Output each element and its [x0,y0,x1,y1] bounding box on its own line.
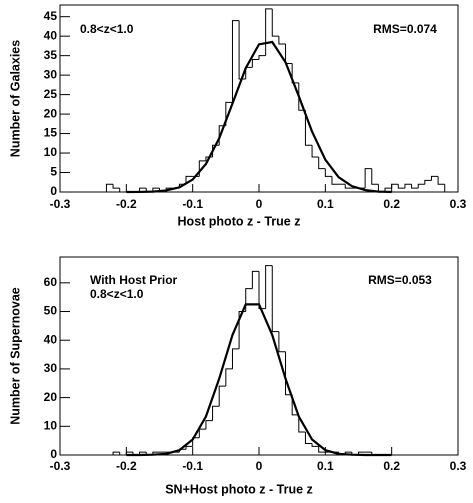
histogram-bin [271,8,279,37]
x-tick-label: 0.3 [450,459,467,473]
x-tick-label: 0 [256,459,263,473]
x-tick-label: -0.2 [116,197,137,211]
annotation: RMS=0.053 [368,273,432,287]
histogram-bin [285,43,293,64]
histogram-bin [271,265,279,333]
histogram-bin [311,145,319,158]
y-axis-title: Number of Supernovae [8,287,22,425]
annotation: With Host Prior [90,273,178,287]
y-tick-label: 20 [44,106,58,120]
histogram-bin [205,420,213,430]
y-tick-label: 30 [44,67,58,81]
histogram-bin [318,156,326,170]
histogram-bin [119,188,127,193]
histogram-bin [384,187,392,192]
y-tick-label: 10 [44,418,58,432]
y-tick-label: 25 [44,87,58,101]
histogram-bin [397,184,405,189]
histogram-bin [105,183,114,192]
annotation: 0.8<z<1.0 [80,22,134,36]
histogram-bin [251,59,259,68]
y-tick-label: 60 [44,275,58,289]
x-tick-label: 0.3 [450,197,467,211]
x-tick-label: 0.1 [317,459,334,473]
histogram-bin [291,63,299,84]
histogram-bin [437,176,445,185]
histogram-bin [258,271,266,310]
annotation: 0.8<z<1.0 [90,287,144,301]
fit-curve [126,303,392,457]
histogram-bin [391,183,399,189]
histogram-bin [238,20,246,80]
histogram-bin [225,368,233,387]
y-tick-label: 50 [44,304,58,318]
histogram-bin [324,168,332,177]
x-tick-label: 0 [256,197,263,211]
x-tick-label: 0.2 [383,459,400,473]
histogram-bin [185,175,193,185]
histogram-bin [344,184,352,189]
x-axis-title: Host photo z - True z [178,214,301,228]
histogram-bin [318,446,326,453]
histogram-bin [112,184,120,189]
histogram-bin [265,265,273,309]
histogram-bin [231,348,240,369]
histogram-bin [112,451,120,455]
histogram-bin [278,36,286,45]
x-tick-label: -0.3 [50,459,71,473]
x-tick-label: -0.1 [182,197,203,211]
y-tick-label: 0 [50,447,57,461]
y-tick-label: 15 [44,126,58,140]
y-tick-label: 10 [44,145,58,159]
histogram-bin [139,187,147,192]
y-tick-label: 40 [44,28,58,42]
x-tick-label: -0.3 [50,197,71,211]
histogram-bin [265,8,273,56]
x-tick-label: 0.1 [317,197,334,211]
y-axis-title: Number of Galaxies [8,40,22,157]
histogram-bin [304,110,313,146]
histogram-bin [245,288,253,312]
histogram-bin [444,184,452,193]
x-tick-label: -0.1 [182,459,203,473]
y-tick-label: 30 [44,361,58,375]
y-tick-label: 0 [50,184,57,198]
histogram-bin [371,168,379,185]
histogram-bin [251,270,259,289]
fit-curve [126,40,392,194]
histogram [60,8,458,193]
histogram-bin [291,394,299,416]
y-tick-label: 45 [44,9,58,23]
histogram-bin [331,176,339,185]
histogram-bin [404,183,412,189]
y-tick-label: 40 [44,332,58,346]
histogram-bin [430,175,439,181]
histogram-bin [185,445,193,450]
histogram-bin [258,55,266,60]
histogram-bin [424,179,432,185]
histogram-bin [198,428,206,438]
histogram-bin [231,20,240,103]
histogram-bin [411,184,419,189]
histogram-bin [311,443,319,447]
histogram-bin [285,351,293,396]
histogram-bin [298,414,306,433]
x-tick-label: -0.2 [116,459,137,473]
histogram-bin [218,385,226,407]
histogram-bin [304,432,313,445]
annotation: RMS=0.074 [373,22,437,36]
x-tick-label: 0.2 [383,197,400,211]
y-tick-label: 20 [44,390,58,404]
histogram-bin [212,405,220,421]
y-tick-label: 5 [50,165,57,179]
x-axis-title: SN+Host photo z - True z [165,482,313,496]
histogram-bin [245,66,253,80]
histogram-bin [417,183,425,189]
y-tick-label: 35 [44,48,58,62]
histogram-bin [278,331,286,353]
histogram-bin [364,168,372,189]
